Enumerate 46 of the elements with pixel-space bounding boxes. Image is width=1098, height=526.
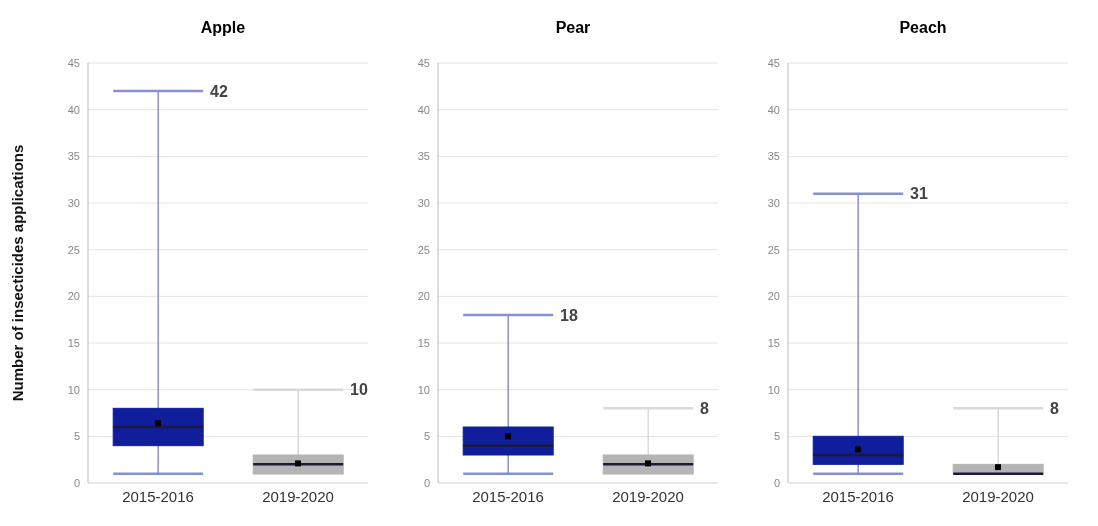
annotation: 18: [560, 306, 578, 324]
y-tick-label: 25: [767, 243, 780, 256]
y-tick-label: 30: [67, 196, 80, 209]
y-tick-label: 0: [423, 476, 430, 489]
y-tick-label: 45: [767, 56, 780, 69]
chart-title: Peach: [898, 18, 948, 38]
y-tick-label: 25: [67, 243, 80, 256]
y-tick-label: 15: [417, 336, 430, 349]
annotation: 42: [210, 82, 228, 100]
x-tick-label: 2015-2016: [122, 487, 194, 505]
x-tick-label: 2019-2020: [962, 487, 1034, 505]
y-tick-label: 30: [767, 196, 780, 209]
y-tick-label: 10: [417, 383, 430, 396]
y-tick-label: 5: [773, 430, 780, 443]
y-tick-label: 40: [417, 103, 430, 116]
y-tick-label: 45: [67, 56, 80, 69]
y-tick-label: 35: [767, 150, 780, 163]
y-tick-label: 35: [417, 150, 430, 163]
y-tick-label: 35: [67, 150, 80, 163]
y-tick-label: 5: [423, 430, 430, 443]
x-tick-label: 2019-2020: [262, 487, 334, 505]
y-tick-label: 20: [67, 290, 80, 303]
y-tick-label: 10: [767, 383, 780, 396]
annotation: 8: [700, 400, 709, 418]
annotation: 31: [910, 185, 928, 203]
annotation: 8: [1050, 400, 1059, 418]
y-tick-label: 45: [417, 56, 430, 69]
y-tick-label: 40: [767, 103, 780, 116]
x-tick-label: 2015-2016: [472, 487, 544, 505]
y-tick-label: 0: [73, 476, 80, 489]
chart-title: Pear: [554, 18, 592, 38]
chart-title: Apple: [199, 18, 247, 38]
y-axis-title: Number of insecticides applications: [9, 144, 27, 402]
y-tick-label: 10: [67, 383, 80, 396]
y-tick-label: 5: [73, 430, 80, 443]
y-tick-label: 20: [417, 290, 430, 303]
x-tick-label: 2015-2016: [822, 487, 894, 505]
y-tick-label: 15: [67, 336, 80, 349]
x-tick-label: 2019-2020: [612, 487, 684, 505]
y-tick-label: 25: [417, 243, 430, 256]
y-tick-label: 15: [767, 336, 780, 349]
annotation: 10: [350, 381, 368, 399]
y-tick-label: 30: [417, 196, 430, 209]
y-tick-label: 40: [67, 103, 80, 116]
y-tick-label: 0: [773, 476, 780, 489]
y-tick-label: 20: [767, 290, 780, 303]
